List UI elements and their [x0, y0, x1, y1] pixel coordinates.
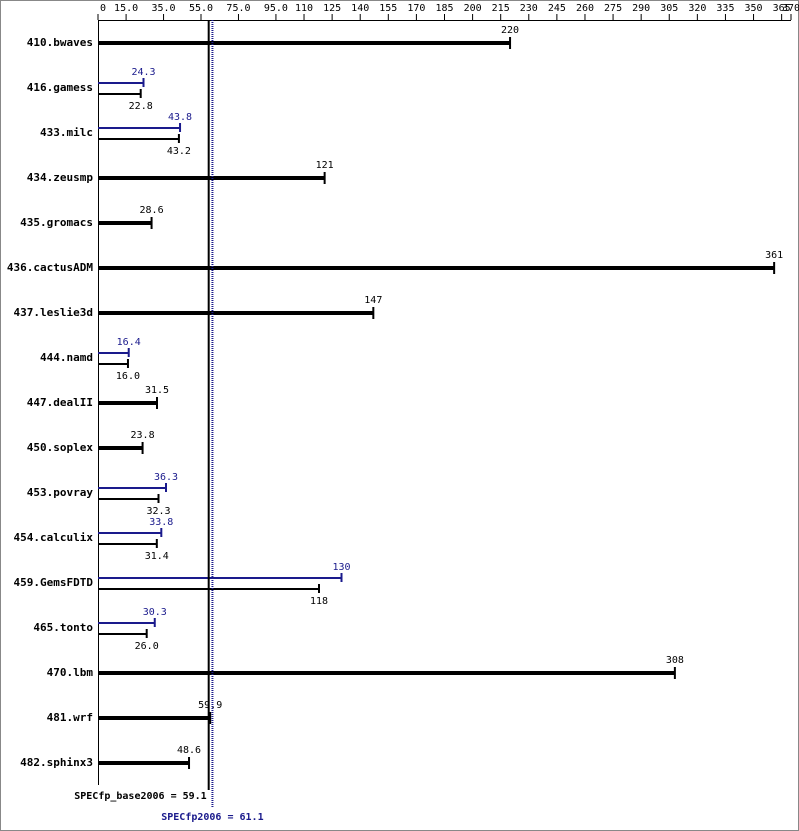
x-tick-label: 230: [520, 3, 538, 14]
peak-bar: [98, 487, 166, 489]
peak-bar: [98, 352, 129, 354]
value-label: 33.8: [149, 517, 173, 528]
value-label: 31.4: [145, 551, 169, 562]
bar: [98, 401, 157, 405]
x-tick-label: 365: [773, 3, 791, 14]
bar: [98, 41, 511, 45]
value-label: 31.5: [145, 385, 169, 396]
benchmark-label: 459.GemsFDTD: [14, 576, 94, 589]
value-label: 22.8: [129, 101, 153, 112]
benchmark-label: 434.zeusmp: [27, 171, 94, 184]
bar: [98, 761, 190, 765]
value-label: 28.6: [140, 205, 164, 216]
x-tick-label: 75.0: [226, 3, 250, 14]
x-tick-label: 125: [323, 3, 341, 14]
benchmark-label: 465.tonto: [33, 621, 93, 634]
x-tick-label: 350: [745, 3, 763, 14]
base-bar: [98, 363, 128, 365]
benchmark-label: 450.soplex: [27, 441, 94, 454]
x-tick-label: 140: [351, 3, 369, 14]
benchmark-label: 453.povray: [27, 486, 94, 499]
benchmark-label: 454.calculix: [14, 531, 94, 544]
x-tick-label: 0: [100, 3, 106, 14]
value-label: 308: [666, 655, 684, 666]
value-label: 16.4: [117, 337, 141, 348]
value-label: 361: [765, 250, 783, 261]
x-tick-label: 55.0: [189, 3, 213, 14]
x-tick-label: 170: [407, 3, 425, 14]
value-label: 32.3: [146, 506, 170, 517]
bar: [98, 266, 775, 270]
bar: [98, 176, 325, 180]
bar: [98, 446, 143, 450]
peak-bar: [98, 82, 144, 84]
x-tick-label: 260: [576, 3, 594, 14]
value-label: 121: [316, 160, 334, 171]
bar: [98, 671, 675, 675]
benchmark-label: 433.milc: [40, 126, 93, 139]
x-tick-label: 335: [716, 3, 734, 14]
bar: [98, 311, 374, 315]
base-bar: [98, 93, 141, 95]
x-tick-label: 200: [464, 3, 482, 14]
value-label: 130: [332, 562, 350, 573]
peak-bar: [98, 622, 155, 624]
x-tick-label: 290: [632, 3, 650, 14]
benchmark-label: 437.leslie3d: [14, 306, 93, 319]
x-tick-label: 110: [295, 3, 313, 14]
benchmark-label: 447.dealII: [27, 396, 93, 409]
value-label: 43.8: [168, 112, 192, 123]
peak-bar: [98, 127, 181, 129]
x-tick-label: 155: [379, 3, 397, 14]
reference-label: SPECfp_base2006 = 59.1: [74, 791, 206, 802]
base-bar: [98, 633, 147, 635]
x-tick-label: 35.0: [152, 3, 176, 14]
x-tick-label: 305: [660, 3, 678, 14]
value-label: 36.3: [154, 472, 178, 483]
peak-bar: [98, 577, 342, 579]
value-label: 30.3: [143, 607, 167, 618]
peak-bar: [98, 532, 162, 534]
value-label: 147: [364, 295, 382, 306]
value-label: 43.2: [167, 146, 191, 157]
benchmark-label: 470.lbm: [47, 666, 94, 679]
x-tick-label: 275: [604, 3, 622, 14]
benchmark-label: 410.bwaves: [27, 36, 93, 49]
benchmark-label: 436.cactusADM: [7, 261, 93, 274]
base-bar: [98, 138, 179, 140]
value-label: 26.0: [135, 641, 159, 652]
x-tick-label: 95.0: [264, 3, 288, 14]
base-bar: [98, 543, 157, 545]
value-label: 59.9: [198, 700, 222, 711]
x-tick-label: 245: [548, 3, 566, 14]
benchmark-label: 481.wrf: [47, 711, 93, 724]
benchmark-label: 444.namd: [40, 351, 93, 364]
value-label: 118: [310, 596, 328, 607]
x-tick-label: 215: [492, 3, 510, 14]
reference-label: SPECfp2006 = 61.1: [161, 812, 263, 823]
x-tick-label: 320: [688, 3, 706, 14]
x-tick-label: 15.0: [114, 3, 138, 14]
benchmark-label: 482.sphinx3: [20, 756, 93, 769]
benchmark-label: 435.gromacs: [20, 216, 93, 229]
value-label: 48.6: [177, 745, 201, 756]
bar: [98, 221, 152, 225]
x-tick-label: 185: [435, 3, 453, 14]
value-label: 23.8: [131, 430, 155, 441]
bar: [98, 716, 211, 720]
x-tick-label: 370: [782, 3, 799, 14]
benchmark-label: 416.gamess: [27, 81, 93, 94]
value-label: 16.0: [116, 371, 140, 382]
base-bar: [98, 498, 159, 500]
value-label: 220: [501, 25, 519, 36]
value-label: 24.3: [131, 67, 155, 78]
